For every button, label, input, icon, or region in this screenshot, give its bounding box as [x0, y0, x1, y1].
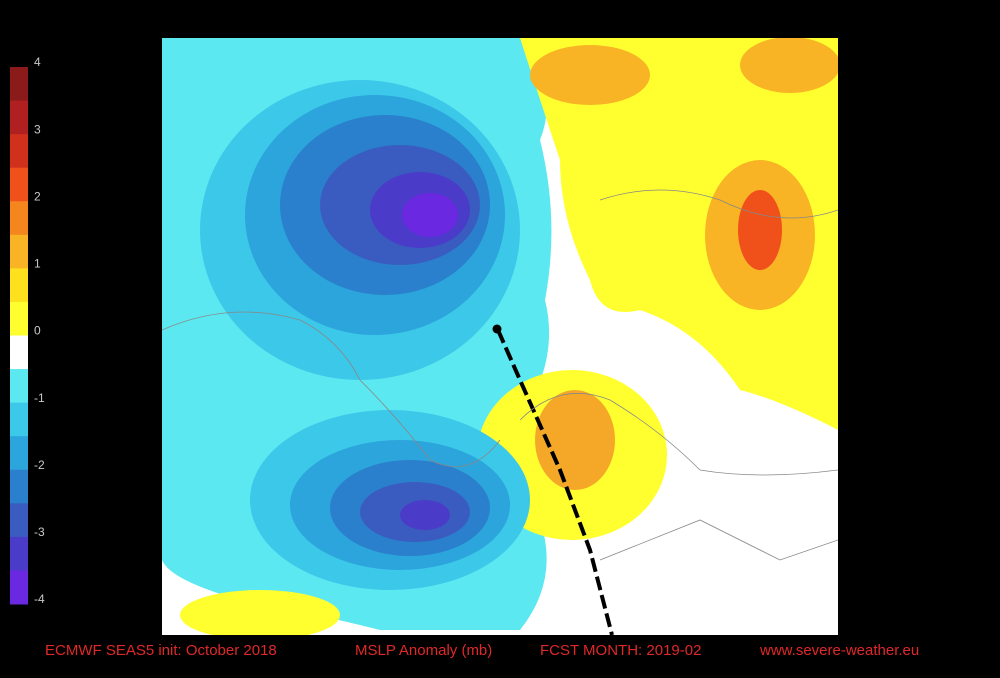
colorbar-tick-label: 0 — [34, 324, 41, 338]
colorbar-swatch — [10, 201, 28, 236]
colorbar-swatch — [10, 301, 28, 336]
anomaly-red-ru — [738, 190, 782, 270]
colorbar-swatch — [10, 234, 28, 269]
colorbar: 4 3 2 1 0 -1 -2 -3 -4 — [10, 55, 45, 606]
anomaly-orange-eu — [535, 390, 615, 490]
footer-variable: MSLP Anomaly (mb) — [355, 642, 492, 659]
colorbar-swatch — [10, 268, 28, 303]
coastlines — [162, 189, 838, 561]
colorbar-tick-label: 2 — [34, 189, 41, 203]
colorbar-tick-label: -1 — [34, 391, 45, 405]
colorbar-swatch — [10, 134, 28, 169]
colorbar-tick-label: 1 — [34, 257, 41, 271]
map — [162, 38, 838, 635]
track-line — [496, 329, 614, 635]
footer-website: www.severe-weather.eu — [759, 642, 919, 659]
anomaly-orange-n — [530, 45, 650, 105]
colorbar-swatch — [10, 536, 28, 571]
colorbar-swatch — [10, 402, 28, 437]
colorbar-swatch — [10, 167, 28, 202]
colorbar-tick-label: 4 — [34, 55, 41, 69]
anomaly-yellow-ne — [520, 38, 838, 430]
anomaly-orange-ne — [740, 38, 838, 93]
colorbar-swatch — [10, 67, 28, 102]
colorbar-swatch — [10, 369, 28, 404]
colorbar-swatch — [10, 570, 28, 605]
colorbar-swatch — [10, 100, 28, 135]
footer-forecast: FCST MONTH: 2019-02 — [540, 642, 701, 659]
colorbar-tick-label: -4 — [34, 592, 45, 606]
colorbar-swatch — [10, 469, 28, 504]
colorbar-swatch — [10, 436, 28, 471]
footer-source: ECMWF SEAS5 init: October 2018 — [45, 642, 277, 659]
colorbar-tick-label: 3 — [34, 122, 41, 136]
colorbar-swatch — [10, 335, 28, 370]
colorbar-tick-label: -3 — [34, 525, 45, 539]
colorbar-tick-label: -2 — [34, 458, 45, 472]
anomaly-yellow-sw — [180, 590, 340, 635]
north-pole-marker — [492, 324, 502, 334]
anomaly-sw-5 — [400, 500, 450, 530]
anomaly-nw-6 — [402, 193, 458, 237]
colorbar-swatch — [10, 503, 28, 538]
